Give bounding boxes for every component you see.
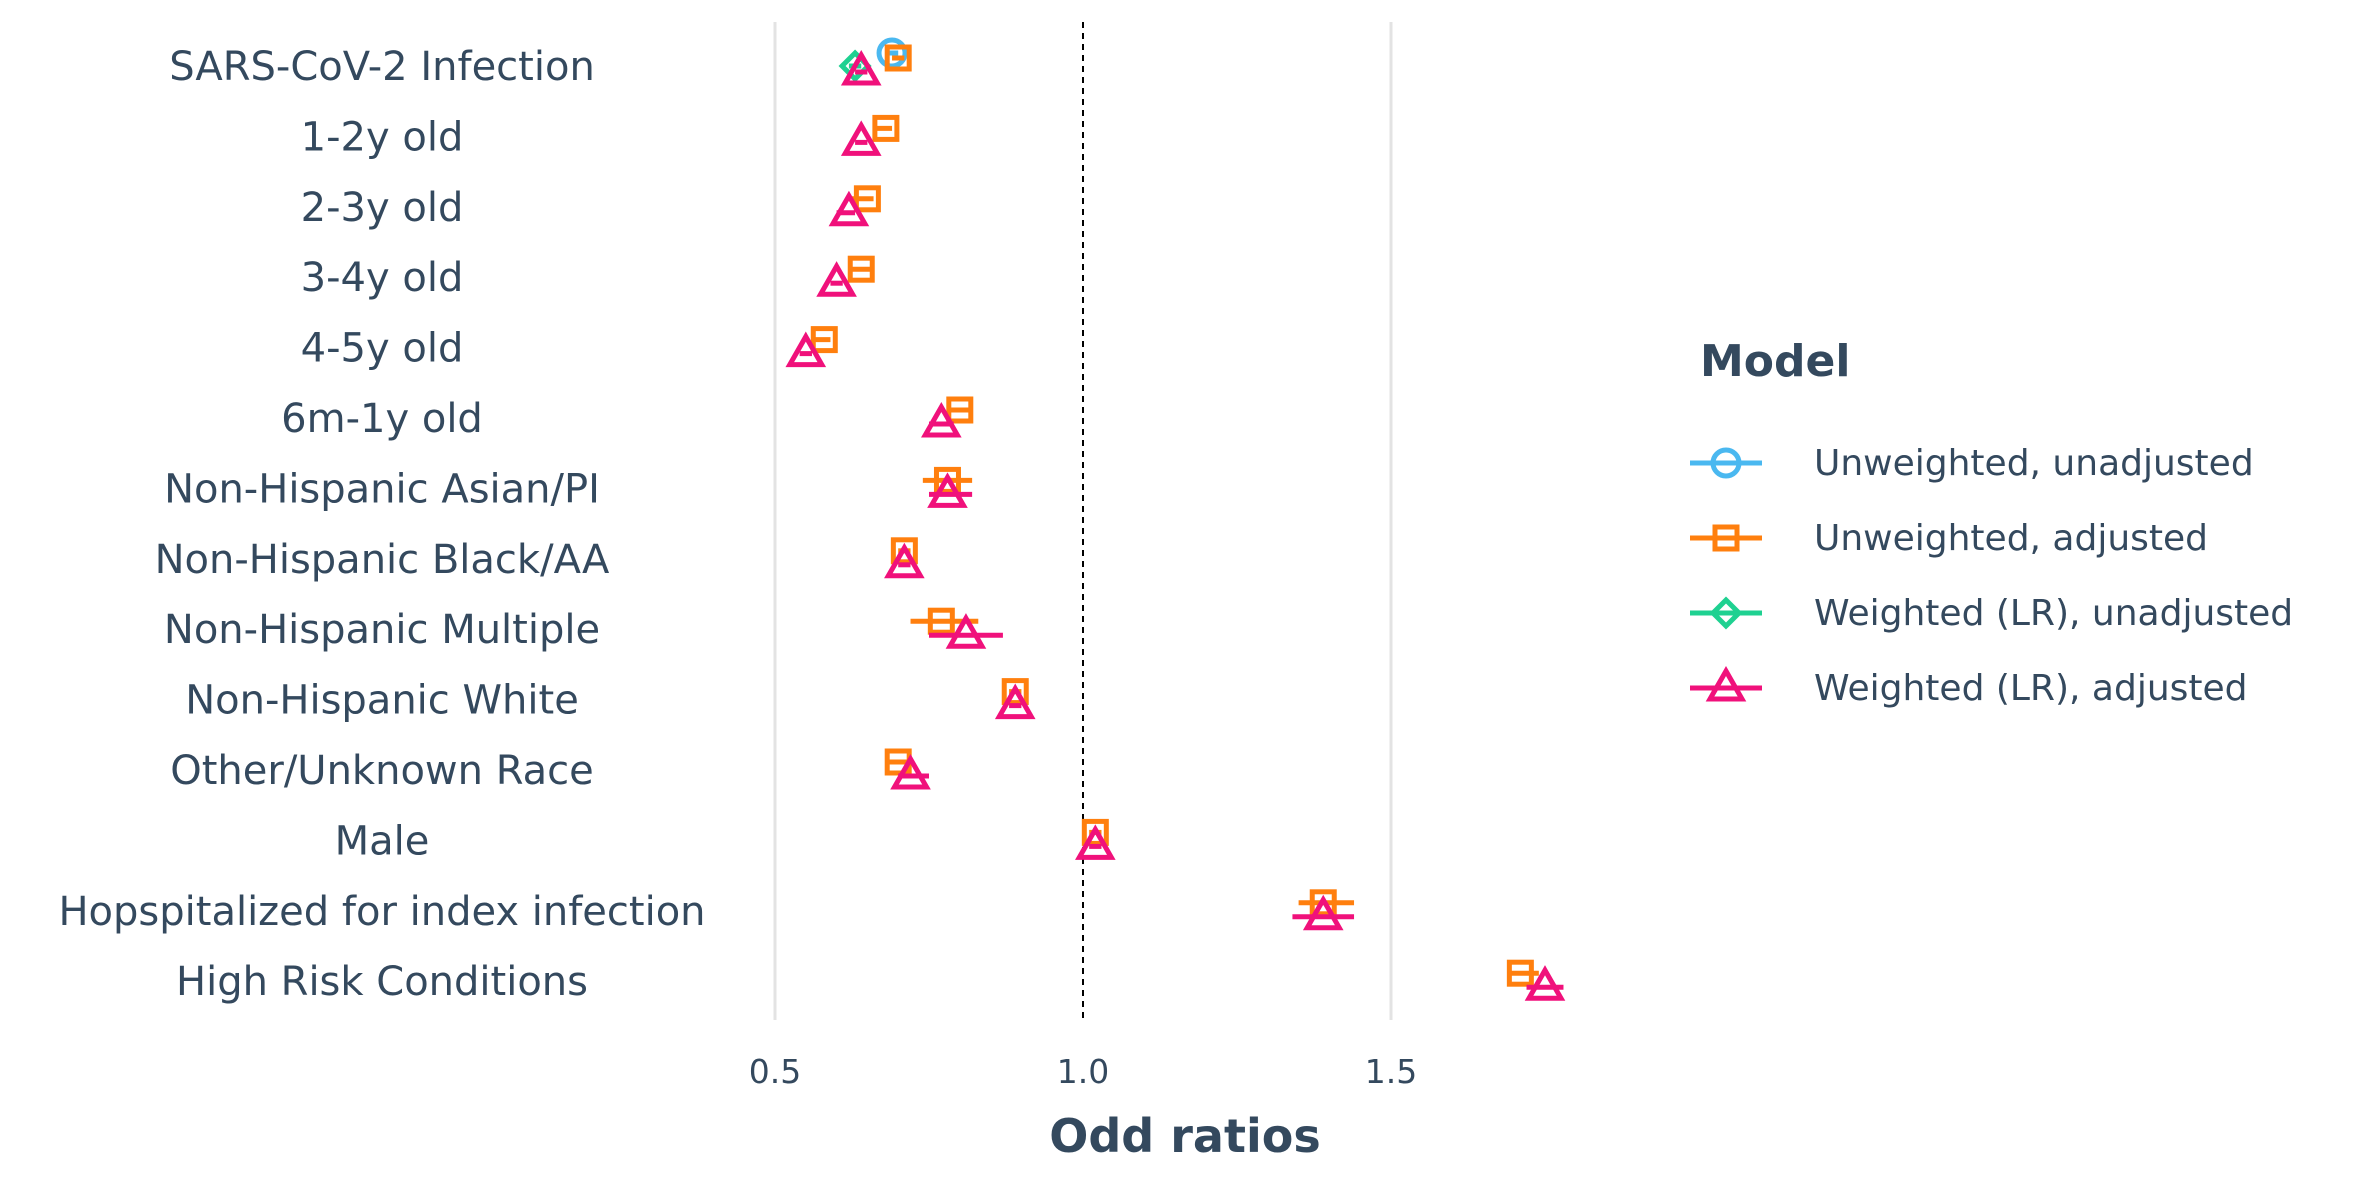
point-unweighted-adjusted-sars-cov-2-infection [884,44,912,72]
point-weighted-lr-adjusted-non-hispanic-asian-pi [927,472,968,508]
point-weighted-lr-adjusted-3-4y-old [816,261,857,297]
y-label-hopspitalized-for-index-infection: Hopspitalized for index infection [58,889,705,935]
point-weighted-lr-adjusted-2-3y-old [828,190,870,227]
y-label-sars-cov-2-infection: SARS-CoV-2 Infection [169,44,595,90]
legend-marker-triangle [1705,665,1747,702]
point-weighted-lr-adjusted-4-5y-old [785,331,827,368]
legend-title: Model [1700,336,1850,387]
point-unweighted-adjusted-high-risk-conditions [1506,959,1534,987]
y-label-high-risk-conditions: High Risk Conditions [176,959,588,1005]
legend-marker-diamond [1709,596,1743,630]
point-unweighted-adjusted-non-hispanic-black-aa [890,537,918,565]
y-label-2-3y-old: 2-3y old [301,185,464,231]
point-unweighted-adjusted-2-3y-old [853,185,881,213]
point-unweighted-adjusted-3-4y-old [847,255,875,283]
y-label-other-unknown-race: Other/Unknown Race [170,748,593,794]
point-weighted-lr-adjusted-hopspitalized-for-index-infection [1302,894,1344,931]
point-weighted-lr-adjusted-6m-1y-old [921,401,962,438]
x-tick-label: 0.5 [749,1052,801,1091]
legend-item-unweighted-unadjusted: Unweighted, unadjusted [1690,443,2254,484]
legend-marker-square [1712,524,1740,552]
y-axis-labels: SARS-CoV-2 Infection 1-2y old 2-3y old 3-4y… [58,44,705,1005]
point-unweighted-adjusted-hopspitalized-for-index-infection [1309,889,1337,917]
x-tick-label: 1.0 [1057,1052,1109,1091]
point-unweighted-adjusted-non-hispanic-white [1001,678,1029,706]
point-unweighted-adjusted-non-hispanic-asian-pi [933,466,961,494]
point-weighted-lr-adjusted-sars-cov-2-infection [840,49,882,86]
point-unweighted-adjusted-non-hispanic-multiple [927,607,955,635]
point-weighted-lr-adjusted-non-hispanic-white [994,683,1036,720]
y-label-non-hispanic-multiple: Non-Hispanic Multiple [164,607,600,653]
point-weighted-lr-adjusted-male [1075,824,1116,860]
point-unweighted-adjusted-1-2y-old [872,114,900,142]
legend-item-unweighted-adjusted: Unweighted, adjusted [1690,518,2208,559]
point-weighted-lr-adjusted-non-hispanic-multiple [945,613,987,649]
point-weighted-lr-adjusted-1-2y-old [840,120,882,156]
series-unweighted-unadjusted [876,37,908,69]
grid-lines [773,22,1393,1020]
legend-label: Weighted (LR), adjusted [1814,668,2248,709]
point-weighted-lr-adjusted-other-unknown-race [890,753,931,790]
legend-item-weighted-lr-adjusted: Weighted (LR), adjusted [1690,665,2248,709]
x-axis-title: Odd ratios [1049,1109,1320,1163]
y-label-non-hispanic-asian-pi: Non-Hispanic Asian/PI [164,466,600,512]
y-label-6m-1y-old: 6m-1y old [281,396,483,442]
legend-marker-circle [1710,447,1742,479]
y-label-4-5y-old: 4-5y old [301,326,464,372]
legend-label: Unweighted, unadjusted [1814,443,2254,484]
x-tick-label: 1.5 [1365,1052,1417,1091]
point-unweighted-unadjusted-sars-cov-2-infection [876,37,908,69]
series-weighted-lr-adjusted [785,49,1566,1001]
y-label-non-hispanic-white: Non-Hispanic White [185,678,579,724]
legend-item-weighted-lr-unadjusted: Weighted (LR), unadjusted [1690,593,2293,634]
point-weighted-lr-adjusted-high-risk-conditions [1524,965,1566,1001]
data-marks [785,37,1566,1001]
y-label-1-2y-old: 1-2y old [301,114,464,160]
x-axis-ticks: 0.5 1.0 1.5 [749,1052,1417,1091]
legend-label: Weighted (LR), unadjusted [1814,593,2293,634]
series-unweighted-adjusted [810,44,1539,987]
y-label-3-4y-old: 3-4y old [301,255,464,301]
y-label-male: Male [335,818,430,864]
y-label-non-hispanic-black-aa: Non-Hispanic Black/AA [155,537,610,583]
point-unweighted-adjusted-male [1081,818,1109,846]
point-unweighted-adjusted-6m-1y-old [946,396,974,424]
legend-label: Unweighted, adjusted [1814,518,2208,559]
legend: Model Unweighted, unadjusted Unweighted, … [1690,336,2293,709]
point-unweighted-adjusted-4-5y-old [810,326,838,354]
point-weighted-lr-adjusted-non-hispanic-black-aa [884,542,925,579]
